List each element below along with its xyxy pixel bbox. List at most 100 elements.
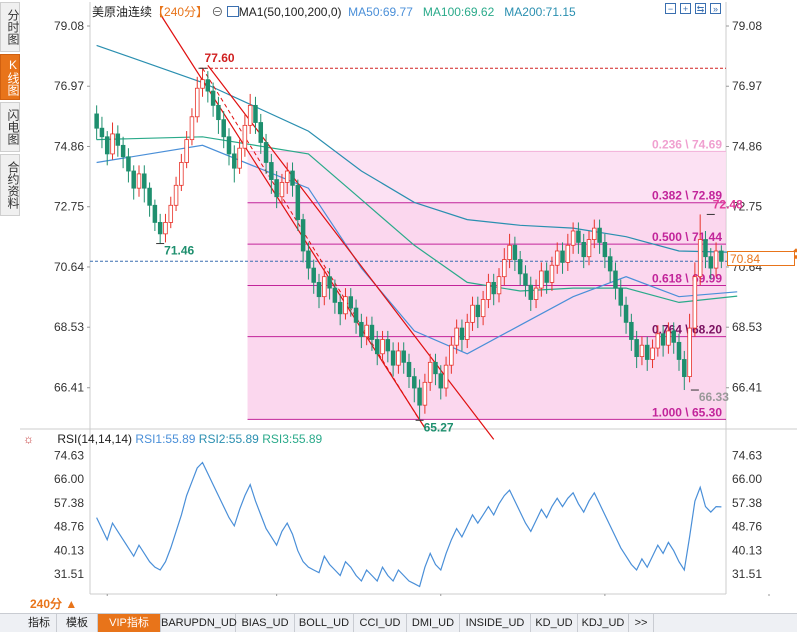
candle-body bbox=[422, 381, 428, 406]
candle-body bbox=[374, 339, 380, 355]
candle-body bbox=[613, 270, 618, 289]
candle-body bbox=[480, 299, 486, 318]
tab-boll[interactable]: BOLL_UD bbox=[295, 614, 354, 632]
candle-body bbox=[427, 361, 433, 383]
candle-body bbox=[602, 242, 608, 258]
candle-body bbox=[618, 287, 624, 306]
candle-body bbox=[184, 139, 189, 163]
fib-zone-top-band bbox=[247, 151, 726, 203]
rsi-tick-left: 74.63 bbox=[54, 448, 84, 462]
period-tag[interactable]: 【240分】 bbox=[152, 5, 209, 19]
rsi-legend: ☼ RSI(14,14,14) RSI1:55.89 RSI2:55.89 RS… bbox=[23, 432, 322, 446]
candle-body bbox=[226, 136, 232, 155]
rsi-line bbox=[96, 461, 722, 588]
candle-body bbox=[713, 250, 719, 269]
rsi-tick-right: 31.51 bbox=[732, 567, 762, 581]
rsi-tick-left: 40.13 bbox=[54, 543, 84, 557]
tab-templates[interactable]: 模板 bbox=[57, 614, 98, 632]
more-button[interactable]: » bbox=[710, 3, 721, 14]
candle-body bbox=[120, 144, 126, 158]
indicator-tab-bar: 指标 模板 VIP指标 BARUPDN_UD BIAS_UD BOLL_UD C… bbox=[0, 613, 797, 632]
fib-label-1.000: 1.000 \ 65.30 bbox=[652, 405, 722, 419]
candle-body bbox=[570, 230, 576, 246]
tab-cci[interactable]: CCI_UD bbox=[354, 614, 407, 632]
price-tick-left: 70.64 bbox=[54, 260, 84, 274]
side-tab-fenshi[interactable]: 分时图 bbox=[0, 2, 20, 52]
fib-label-0.618: 0.618 \ 69.99 bbox=[652, 272, 722, 286]
side-tab-kline[interactable]: K线图 bbox=[0, 54, 20, 100]
price-tick-left: 76.97 bbox=[54, 79, 84, 93]
shift-button[interactable]: ⇆ bbox=[695, 3, 706, 14]
candle-body bbox=[517, 259, 523, 275]
candle-body bbox=[634, 339, 639, 358]
candle-body bbox=[655, 333, 661, 349]
candle-body bbox=[502, 259, 507, 278]
candle-body bbox=[496, 276, 502, 295]
tab-kd[interactable]: KD_UD bbox=[531, 614, 578, 632]
symbol-name: 美原油连续 bbox=[92, 5, 153, 19]
candle-body bbox=[210, 90, 216, 106]
side-tab-flash[interactable]: 闪电图 bbox=[0, 102, 20, 152]
candle-body bbox=[332, 287, 338, 303]
tab-more[interactable]: >> bbox=[629, 614, 654, 632]
candle-body bbox=[676, 341, 682, 360]
candle-body bbox=[607, 256, 613, 272]
candle-body bbox=[560, 250, 565, 263]
candle-body bbox=[364, 324, 369, 338]
price-tick-left: 74.86 bbox=[54, 139, 84, 153]
candle-body bbox=[152, 204, 158, 223]
price-tick-right: 66.41 bbox=[732, 381, 762, 395]
candle-body bbox=[703, 239, 708, 258]
candle-body bbox=[417, 387, 422, 406]
rsi3-value: RSI3:55.89 bbox=[262, 432, 323, 446]
tab-barupdn[interactable]: BARUPDN_UD bbox=[161, 614, 237, 632]
tab-indicators[interactable]: 指标 bbox=[22, 614, 57, 632]
tab-vip-indicators[interactable]: VIP指标 bbox=[98, 614, 161, 632]
ma-title: MA1(50,100,200,0) bbox=[238, 5, 342, 19]
zoom-out-button[interactable]: − bbox=[665, 3, 676, 14]
candle-body bbox=[682, 359, 687, 378]
ma-indicator-icon[interactable] bbox=[226, 6, 239, 17]
candle-body bbox=[348, 296, 354, 309]
rsi-settings-icon[interactable]: ☼ bbox=[23, 432, 34, 446]
candle-body bbox=[94, 113, 99, 129]
rsi-title: RSI(14,14,14) bbox=[57, 432, 133, 446]
tab-inside[interactable]: INSIDE_UD bbox=[460, 614, 531, 632]
price-tick-right: 76.97 bbox=[732, 79, 762, 93]
candle-body bbox=[623, 304, 629, 323]
candle-body bbox=[454, 327, 459, 346]
current-price-label: 70.84 bbox=[727, 251, 795, 266]
candle-body bbox=[554, 250, 560, 266]
zoom-in-button[interactable]: + bbox=[680, 3, 691, 14]
candle-body bbox=[708, 256, 714, 269]
price-tick-left: 79.08 bbox=[54, 19, 84, 33]
candle-body bbox=[507, 244, 512, 260]
candle-body bbox=[99, 127, 105, 138]
candle-body bbox=[189, 116, 195, 141]
side-tab-contract[interactable]: 合约资料 bbox=[0, 154, 20, 216]
rsi1-value: RSI1:55.89 bbox=[135, 432, 196, 446]
price-tick-right: 79.08 bbox=[732, 19, 762, 33]
candle-body bbox=[157, 222, 163, 235]
candle-body bbox=[284, 170, 290, 183]
price-tick-left: 68.53 bbox=[54, 320, 84, 334]
candle-body bbox=[687, 327, 692, 378]
candle-body bbox=[412, 376, 417, 389]
period-selector[interactable]: 240分 ▲ bbox=[30, 597, 78, 611]
candle-body bbox=[639, 344, 645, 358]
rsi-tick-right: 48.76 bbox=[732, 520, 762, 534]
tab-bias[interactable]: BIAS_UD bbox=[236, 614, 295, 632]
tab-dmi[interactable]: DMI_UD bbox=[407, 614, 460, 632]
candle-body bbox=[163, 222, 168, 235]
collapse-toggle-icon[interactable]: ⊖ bbox=[211, 5, 224, 19]
candle-body bbox=[576, 230, 581, 243]
candle-body bbox=[237, 147, 242, 169]
candle-body bbox=[205, 79, 211, 92]
candle-body bbox=[274, 179, 279, 198]
tab-kdj[interactable]: KDJ_UD bbox=[578, 614, 629, 632]
candle-body bbox=[475, 304, 481, 318]
main-legend: 美原油连续【240分】 ⊖ MA1(50,100,200,0) MA50:69.… bbox=[92, 3, 576, 20]
candle-body bbox=[327, 276, 332, 289]
candle-body bbox=[221, 119, 226, 138]
price-chart[interactable]: 0.236 \ 74.69 0.382 \ 72.89 0.500 \ 71.44 0… bbox=[20, 0, 797, 596]
